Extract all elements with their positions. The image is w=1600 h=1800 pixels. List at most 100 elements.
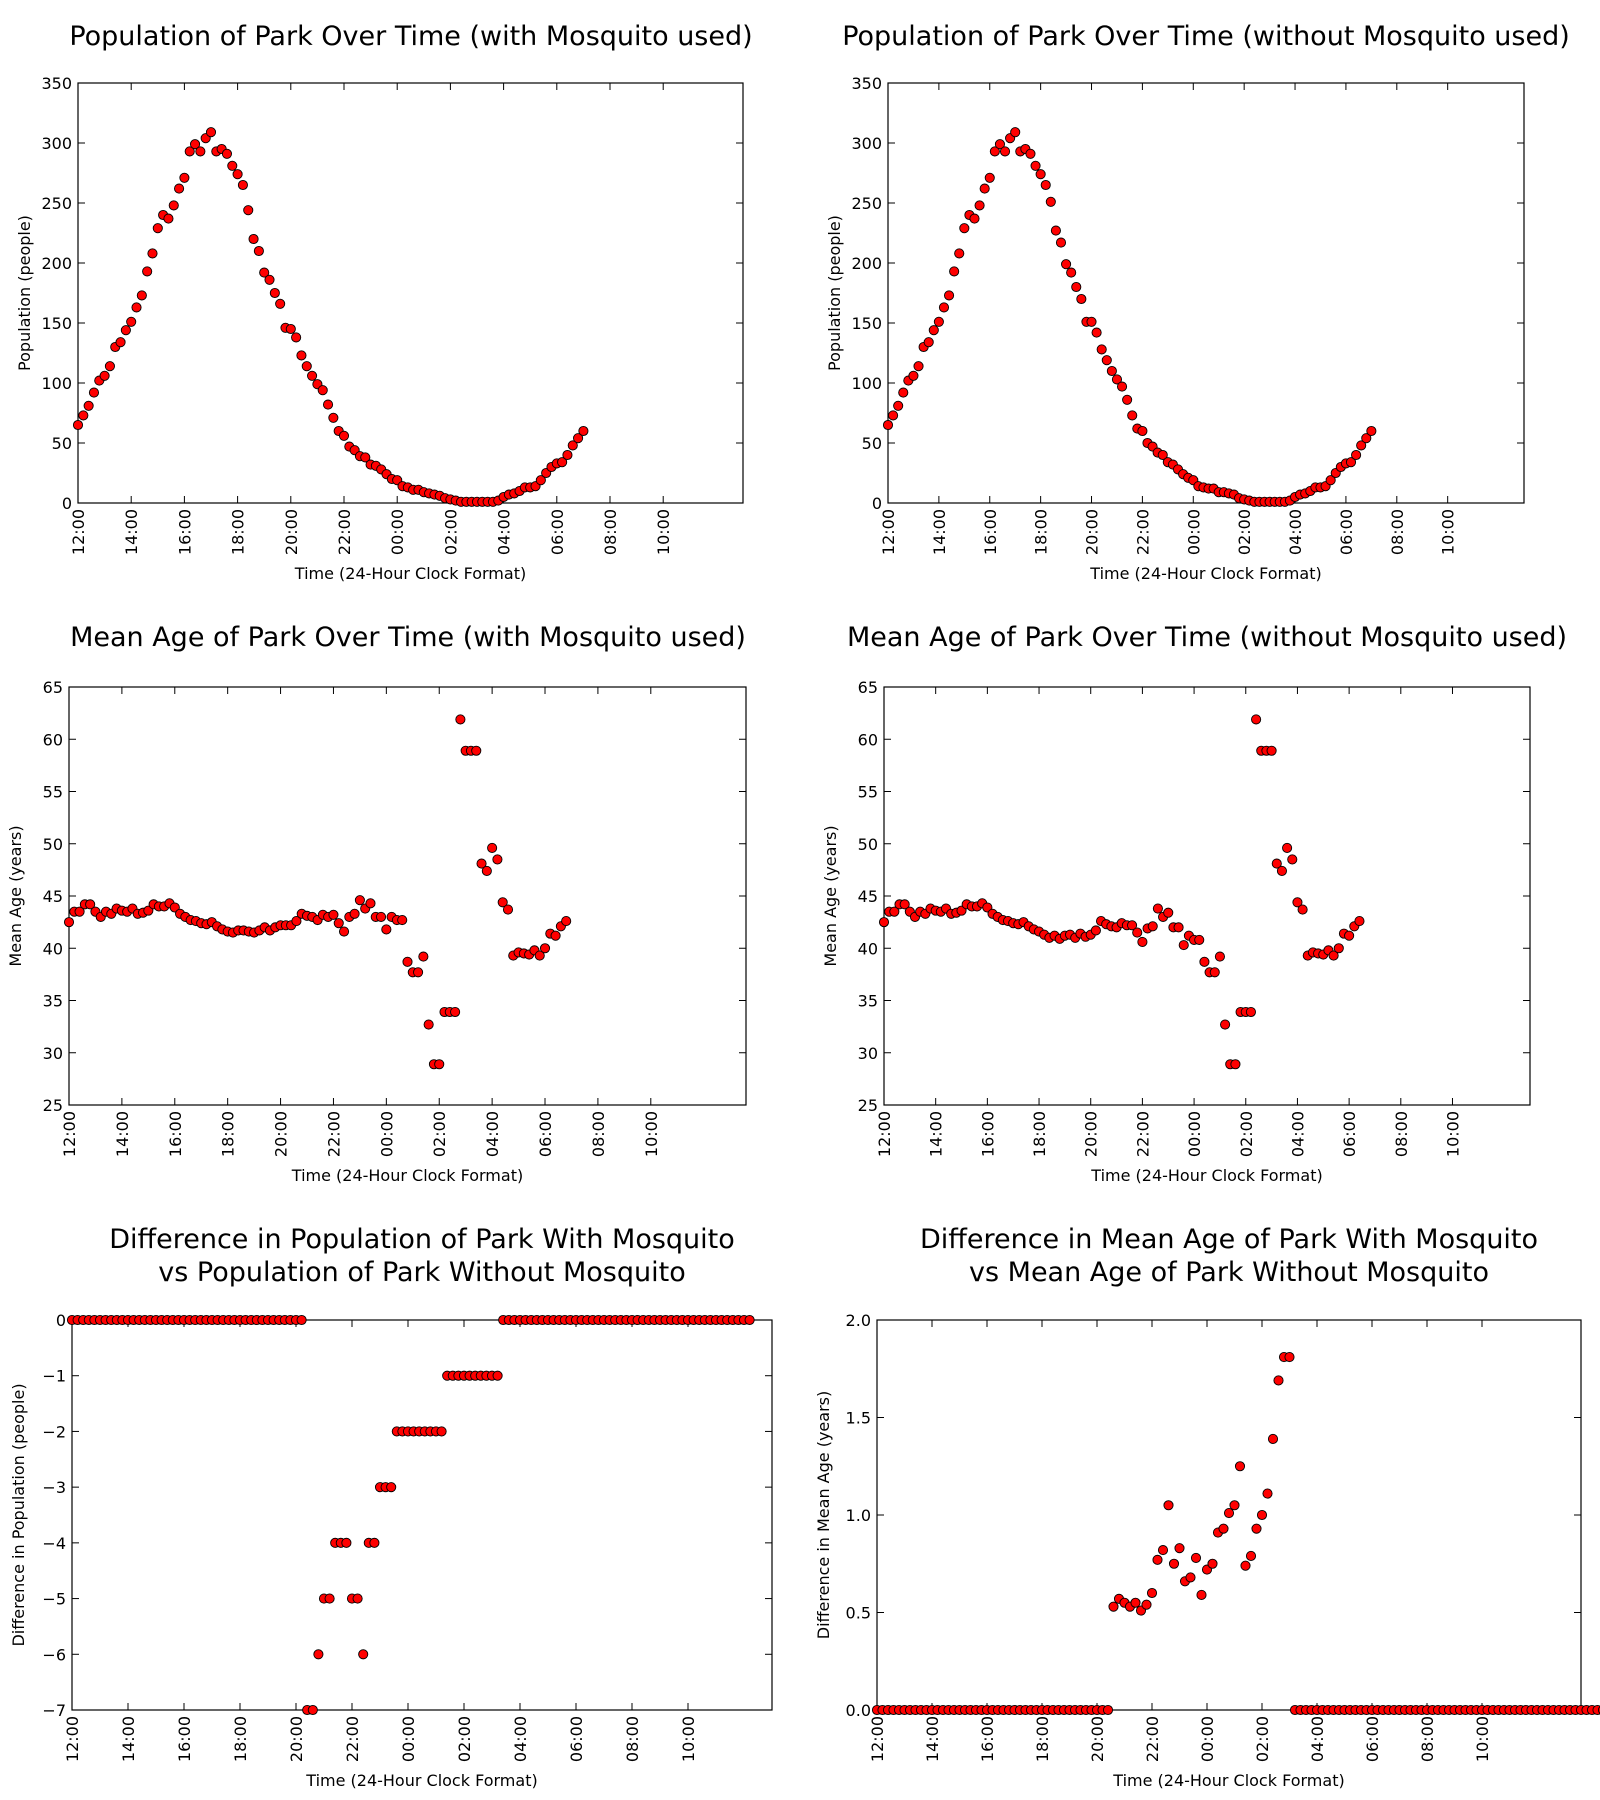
data-point — [999, 146, 1011, 157]
chart-title: Population of Park Over Time (without Mo… — [842, 21, 1570, 52]
x-tick-label: 08:00 — [589, 1111, 608, 1157]
plot-frame — [77, 82, 744, 504]
data-point — [1090, 925, 1101, 936]
data-point — [492, 1370, 503, 1381]
x-axis-label: Time (24-Hour Clock Format) — [294, 564, 526, 583]
data-point — [1137, 936, 1148, 948]
data-point — [502, 904, 514, 915]
data-point — [1297, 904, 1308, 915]
y-tick-label: 250 — [851, 194, 882, 213]
data-point — [888, 410, 899, 421]
data-point — [147, 248, 158, 259]
x-tick-label: 20:00 — [1082, 1111, 1101, 1157]
data-point — [423, 1019, 434, 1030]
data-point — [1292, 897, 1303, 908]
data-point — [1071, 281, 1082, 293]
data-point — [1122, 394, 1133, 405]
x-tick-label: 22:00 — [1133, 509, 1152, 555]
data-point — [328, 909, 339, 920]
data-points — [878, 714, 1365, 1070]
x-tick-label: 12:00 — [875, 1111, 894, 1157]
x-tick-label: 10:00 — [1443, 1111, 1462, 1157]
x-tick-label: 20:00 — [1083, 509, 1102, 555]
data-points — [66, 1314, 755, 1716]
data-point — [989, 146, 1000, 157]
x-tick-label: 16:00 — [175, 509, 194, 555]
data-point — [85, 899, 96, 910]
data-point — [1266, 745, 1277, 756]
y-tick-label: 50 — [862, 434, 882, 453]
x-tick-label: 20:00 — [282, 509, 301, 555]
x-tick-label: 00:00 — [1185, 1111, 1204, 1157]
plot-frame — [887, 82, 1525, 504]
y-tick-label: 0 — [56, 1311, 66, 1330]
data-point — [189, 139, 201, 150]
y-tick-label: 100 — [851, 374, 882, 393]
data-point — [908, 370, 919, 381]
data-point — [1173, 922, 1184, 933]
y-tick-label: 45 — [43, 887, 63, 906]
y-tick-label: 60 — [858, 730, 878, 749]
y-tick-label: −3 — [42, 1478, 66, 1497]
x-tick-label: 18:00 — [1032, 509, 1051, 555]
data-point — [1152, 903, 1163, 914]
data-point — [1174, 1543, 1185, 1554]
chart-title: Mean Age of Park Over Time (without Mosq… — [847, 622, 1567, 653]
x-axis-label: Time (24-Hour Clock Format) — [1089, 564, 1321, 583]
x-tick-label: 18:00 — [229, 509, 248, 555]
x-tick-label: 22:00 — [1143, 1716, 1162, 1762]
data-point — [944, 290, 955, 301]
data-point — [1055, 237, 1067, 248]
y-tick-label: 1.0 — [846, 1506, 871, 1525]
y-tick-label: 30 — [858, 1044, 878, 1063]
data-point — [567, 440, 578, 451]
data-point — [550, 930, 561, 941]
data-point — [1157, 1545, 1169, 1556]
plot-frame — [71, 1319, 773, 1711]
data-point — [1163, 1500, 1174, 1511]
x-tick-label: 02:00 — [1237, 1111, 1256, 1157]
x-tick-label: 22:00 — [343, 1716, 362, 1762]
data-point — [954, 248, 965, 259]
data-point — [1234, 1461, 1246, 1472]
x-tick-label: 02:00 — [1253, 1716, 1272, 1762]
data-point — [365, 898, 376, 909]
data-point — [1025, 148, 1036, 159]
y-tick-label: 50 — [43, 835, 63, 854]
y-tick-label: −4 — [42, 1534, 66, 1553]
data-point — [893, 400, 904, 411]
data-point — [179, 172, 190, 183]
data-point — [1066, 267, 1077, 278]
x-tick-label: 10:00 — [679, 1716, 698, 1762]
y-tick-label: 100 — [41, 374, 72, 393]
data-point — [232, 169, 243, 180]
data-point — [1185, 1572, 1196, 1583]
data-point — [397, 914, 408, 926]
data-point — [1091, 327, 1102, 338]
data-point — [744, 1314, 755, 1326]
data-point — [104, 361, 115, 372]
data-point — [264, 274, 275, 285]
data-point — [1230, 1059, 1241, 1070]
y-tick-label: 65 — [858, 678, 878, 697]
data-point — [63, 917, 75, 928]
x-tick-label: 22:00 — [324, 1111, 343, 1157]
data-point — [338, 926, 350, 937]
data-point — [163, 213, 174, 224]
data-point — [115, 337, 126, 348]
x-tick-label: 02:00 — [430, 1111, 449, 1157]
y-tick-label: 300 — [41, 134, 72, 153]
x-tick-label: 04:00 — [1308, 1716, 1327, 1762]
data-point — [933, 316, 944, 327]
x-tick-label: 18:00 — [231, 1716, 250, 1762]
y-tick-label: 0.5 — [846, 1604, 871, 1623]
data-points — [72, 127, 589, 507]
y-tick-label: 50 — [858, 835, 878, 854]
data-point — [974, 200, 985, 211]
chart-title: Population of Park Over Time (with Mosqu… — [69, 21, 752, 52]
